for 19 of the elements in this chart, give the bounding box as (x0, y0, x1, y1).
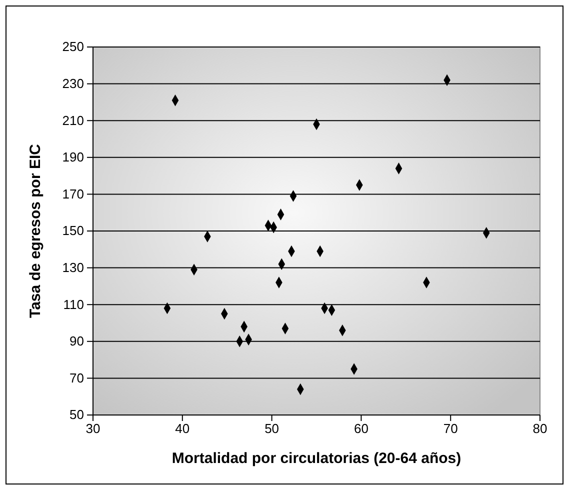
y-tick-label: 190 (62, 150, 84, 165)
y-tick-label: 210 (62, 112, 84, 128)
y-tick-label: 150 (62, 223, 84, 238)
x-tick-label: 40 (175, 421, 190, 436)
x-tick-label: 70 (443, 421, 458, 436)
y-tick-label: 130 (62, 260, 84, 275)
x-tick-label: 60 (354, 421, 368, 436)
y-tick-label: 50 (70, 407, 84, 422)
y-axis-title: Tasa de egresos por EIC (27, 144, 44, 318)
y-tick-label: 170 (62, 186, 84, 202)
y-tick-label: 230 (62, 76, 84, 91)
y-tick-label: 90 (70, 334, 84, 349)
y-tick-label: 110 (63, 296, 84, 312)
x-tick-label: 80 (532, 421, 548, 436)
y-tick-label: 250 (62, 39, 84, 54)
x-tick-label: 30 (86, 421, 100, 436)
x-tick-label: 50 (264, 421, 280, 436)
x-axis-title: Mortalidad por circulatorias (20-64 años) (172, 450, 462, 467)
y-tick-label: 70 (70, 370, 84, 386)
